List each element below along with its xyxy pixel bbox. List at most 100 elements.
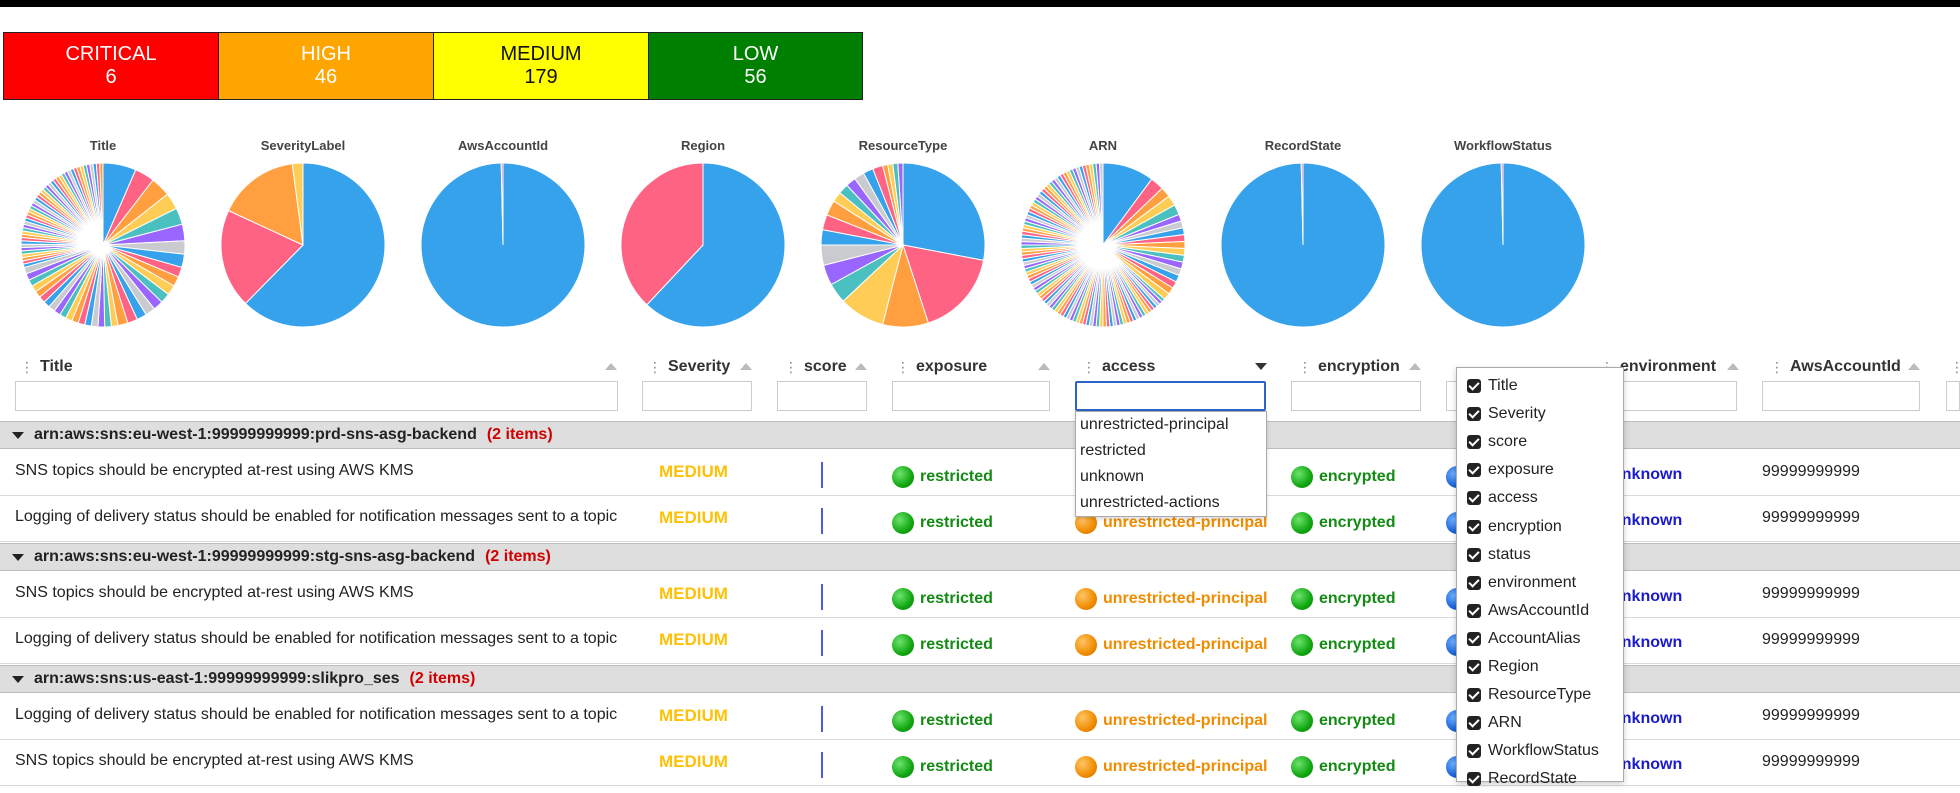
encryption-filter-input[interactable] — [1291, 381, 1421, 411]
title-filter-input[interactable] — [15, 381, 618, 411]
checkbox-checked-icon[interactable] — [1467, 688, 1481, 703]
sort-desc-icon[interactable] — [1255, 363, 1267, 370]
column-toggle[interactable]: exposure — [1457, 456, 1623, 484]
checkbox-checked-icon[interactable] — [1467, 547, 1481, 562]
checkbox-checked-icon[interactable] — [1467, 772, 1481, 787]
pie-slice[interactable] — [220, 209, 304, 305]
pie-chart-severitylabel[interactable] — [219, 161, 387, 329]
column-toggle[interactable]: RecordState — [1457, 765, 1623, 793]
severity-box-high[interactable]: HIGH 46 — [218, 32, 434, 100]
checkbox-checked-icon[interactable] — [1467, 491, 1481, 506]
column-header-encryption[interactable]: ⋮ encryption — [1298, 356, 1400, 378]
checkbox-checked-icon[interactable] — [1467, 407, 1481, 422]
checkbox-checked-icon[interactable] — [1467, 631, 1481, 646]
collapse-triangle-icon[interactable] — [12, 675, 24, 683]
severity-filter-input[interactable] — [642, 381, 752, 411]
column-toggle[interactable]: WorkflowStatus — [1457, 737, 1623, 765]
access-option[interactable]: restricted — [1080, 442, 1146, 459]
sort-asc-icon[interactable] — [1409, 363, 1421, 370]
column-header-title[interactable]: ⋮ Title — [20, 356, 73, 378]
score-filter-input[interactable] — [777, 381, 867, 411]
pie-slice[interactable] — [902, 162, 986, 261]
pie-slice[interactable] — [227, 163, 304, 246]
checkbox-checked-icon[interactable] — [1467, 463, 1481, 478]
pie-chart-awsaccountid[interactable] — [419, 161, 587, 329]
pie-chart-resourcetype[interactable] — [819, 161, 987, 329]
column-toggle[interactable]: score — [1457, 428, 1623, 456]
sort-asc-icon[interactable] — [1038, 363, 1050, 370]
sort-asc-icon[interactable] — [1727, 363, 1739, 370]
column-grip-icon[interactable]: ⋮ — [1082, 358, 1096, 375]
column-toggle[interactable]: AwsAccountId — [1457, 597, 1623, 625]
exposure-filter-input[interactable] — [892, 381, 1050, 411]
column-header-awsaccountid[interactable]: ⋮ AwsAccountId — [1770, 356, 1901, 378]
sort-asc-icon[interactable] — [740, 363, 752, 370]
table-row[interactable]: SNS topics should be encrypted at-rest u… — [0, 450, 1960, 496]
pie-slice[interactable] — [99, 162, 104, 246]
pie-chart-region[interactable] — [619, 161, 787, 329]
access-option[interactable]: unrestricted-actions — [1080, 494, 1220, 511]
group-row[interactable]: arn:aws:sns:eu-west-1:99999999999:prd-sn… — [0, 421, 1960, 449]
sort-asc-icon[interactable] — [855, 363, 867, 370]
table-row[interactable]: Logging of delivery status should be ena… — [0, 496, 1960, 542]
column-grip-icon[interactable]: ⋮ — [648, 358, 662, 375]
collapse-triangle-icon[interactable] — [12, 553, 24, 561]
column-header-next[interactable]: ⋮ — [1950, 356, 1960, 378]
pie-chart-arn[interactable] — [1019, 161, 1187, 329]
table-row[interactable]: SNS topics should be encrypted at-rest u… — [0, 572, 1960, 618]
environment-filter-input[interactable] — [1622, 381, 1737, 411]
pie-slice[interactable] — [897, 162, 904, 246]
pie-slice[interactable] — [244, 162, 386, 328]
group-row[interactable]: arn:aws:sns:us-east-1:99999999999:slikpr… — [0, 665, 1960, 693]
pie-slice[interactable] — [620, 162, 704, 306]
severity-box-critical[interactable]: CRITICAL 6 — [3, 32, 219, 100]
severity-box-low[interactable]: LOW 56 — [648, 32, 863, 100]
awsaccountid-filter-input[interactable] — [1762, 381, 1920, 411]
column-toggle[interactable]: encryption — [1457, 512, 1623, 540]
pie-slice[interactable] — [291, 162, 304, 246]
collapse-triangle-icon[interactable] — [12, 431, 24, 439]
column-grip-icon[interactable]: ⋮ — [784, 358, 798, 375]
next-filter-input[interactable] — [1946, 381, 1960, 411]
table-row[interactable]: Logging of delivery status should be ena… — [0, 694, 1960, 740]
column-toggle[interactable]: Region — [1457, 653, 1623, 681]
column-toggle[interactable]: ARN — [1457, 709, 1623, 737]
pie-slice[interactable] — [1500, 162, 1504, 246]
column-toggle[interactable]: environment — [1457, 569, 1623, 597]
column-grip-icon[interactable]: ⋮ — [20, 358, 34, 375]
table-row[interactable]: SNS topics should be encrypted at-rest u… — [0, 740, 1960, 786]
severity-box-medium[interactable]: MEDIUM 179 — [433, 32, 649, 100]
checkbox-checked-icon[interactable] — [1467, 435, 1481, 450]
access-filter-input[interactable] — [1075, 381, 1266, 411]
pie-chart-recordstate[interactable] — [1219, 161, 1387, 329]
column-toggle[interactable]: Severity — [1457, 400, 1623, 428]
column-grip-icon[interactable]: ⋮ — [1298, 358, 1312, 375]
column-toggle[interactable]: access — [1457, 484, 1623, 512]
column-grip-icon[interactable]: ⋮ — [1950, 358, 1960, 375]
column-grip-icon[interactable]: ⋮ — [1770, 358, 1784, 375]
checkbox-checked-icon[interactable] — [1467, 519, 1481, 534]
pie-chart-title[interactable] — [19, 161, 187, 329]
column-toggle[interactable]: ResourceType — [1457, 681, 1623, 709]
group-row[interactable]: arn:aws:sns:eu-west-1:99999999999:stg-sn… — [0, 543, 1960, 571]
pie-slice[interactable] — [500, 162, 504, 246]
column-header-score[interactable]: ⋮ score — [784, 356, 847, 378]
pie-slice[interactable] — [1098, 162, 1104, 246]
sort-asc-icon[interactable] — [1908, 363, 1920, 370]
pie-chart-workflowstatus[interactable] — [1419, 161, 1587, 329]
column-toggle[interactable]: status — [1457, 541, 1623, 569]
checkbox-checked-icon[interactable] — [1467, 716, 1481, 731]
checkbox-checked-icon[interactable] — [1467, 659, 1481, 674]
sort-asc-icon[interactable] — [605, 363, 617, 370]
access-filter-dropdown[interactable]: unrestricted-principal restricted unknow… — [1075, 411, 1267, 517]
column-header-exposure[interactable]: ⋮ exposure — [896, 356, 987, 378]
column-grip-icon[interactable]: ⋮ — [896, 358, 910, 375]
access-option[interactable]: unrestricted-principal — [1080, 416, 1229, 433]
column-header-access[interactable]: ⋮ access — [1082, 356, 1155, 378]
pie-slice[interactable] — [1300, 162, 1304, 246]
checkbox-checked-icon[interactable] — [1467, 575, 1481, 590]
column-toggle[interactable]: Title — [1457, 372, 1623, 400]
checkbox-checked-icon[interactable] — [1467, 603, 1481, 618]
table-row[interactable]: Logging of delivery status should be ena… — [0, 618, 1960, 664]
checkbox-checked-icon[interactable] — [1467, 379, 1481, 394]
